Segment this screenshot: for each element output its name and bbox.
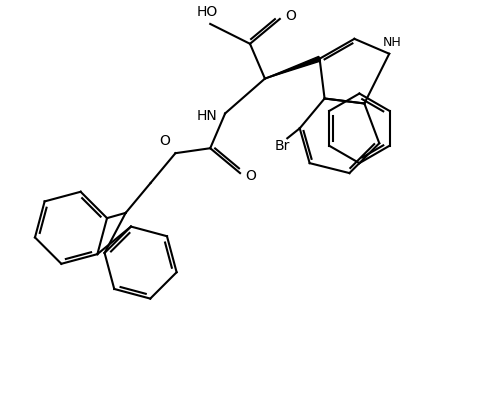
Text: HO: HO xyxy=(197,5,218,19)
Text: O: O xyxy=(245,168,256,183)
Text: O: O xyxy=(160,134,170,148)
Polygon shape xyxy=(265,57,320,79)
Text: O: O xyxy=(285,9,296,23)
Text: NH: NH xyxy=(382,36,401,49)
Text: HN: HN xyxy=(197,109,218,123)
Text: Br: Br xyxy=(274,139,290,153)
